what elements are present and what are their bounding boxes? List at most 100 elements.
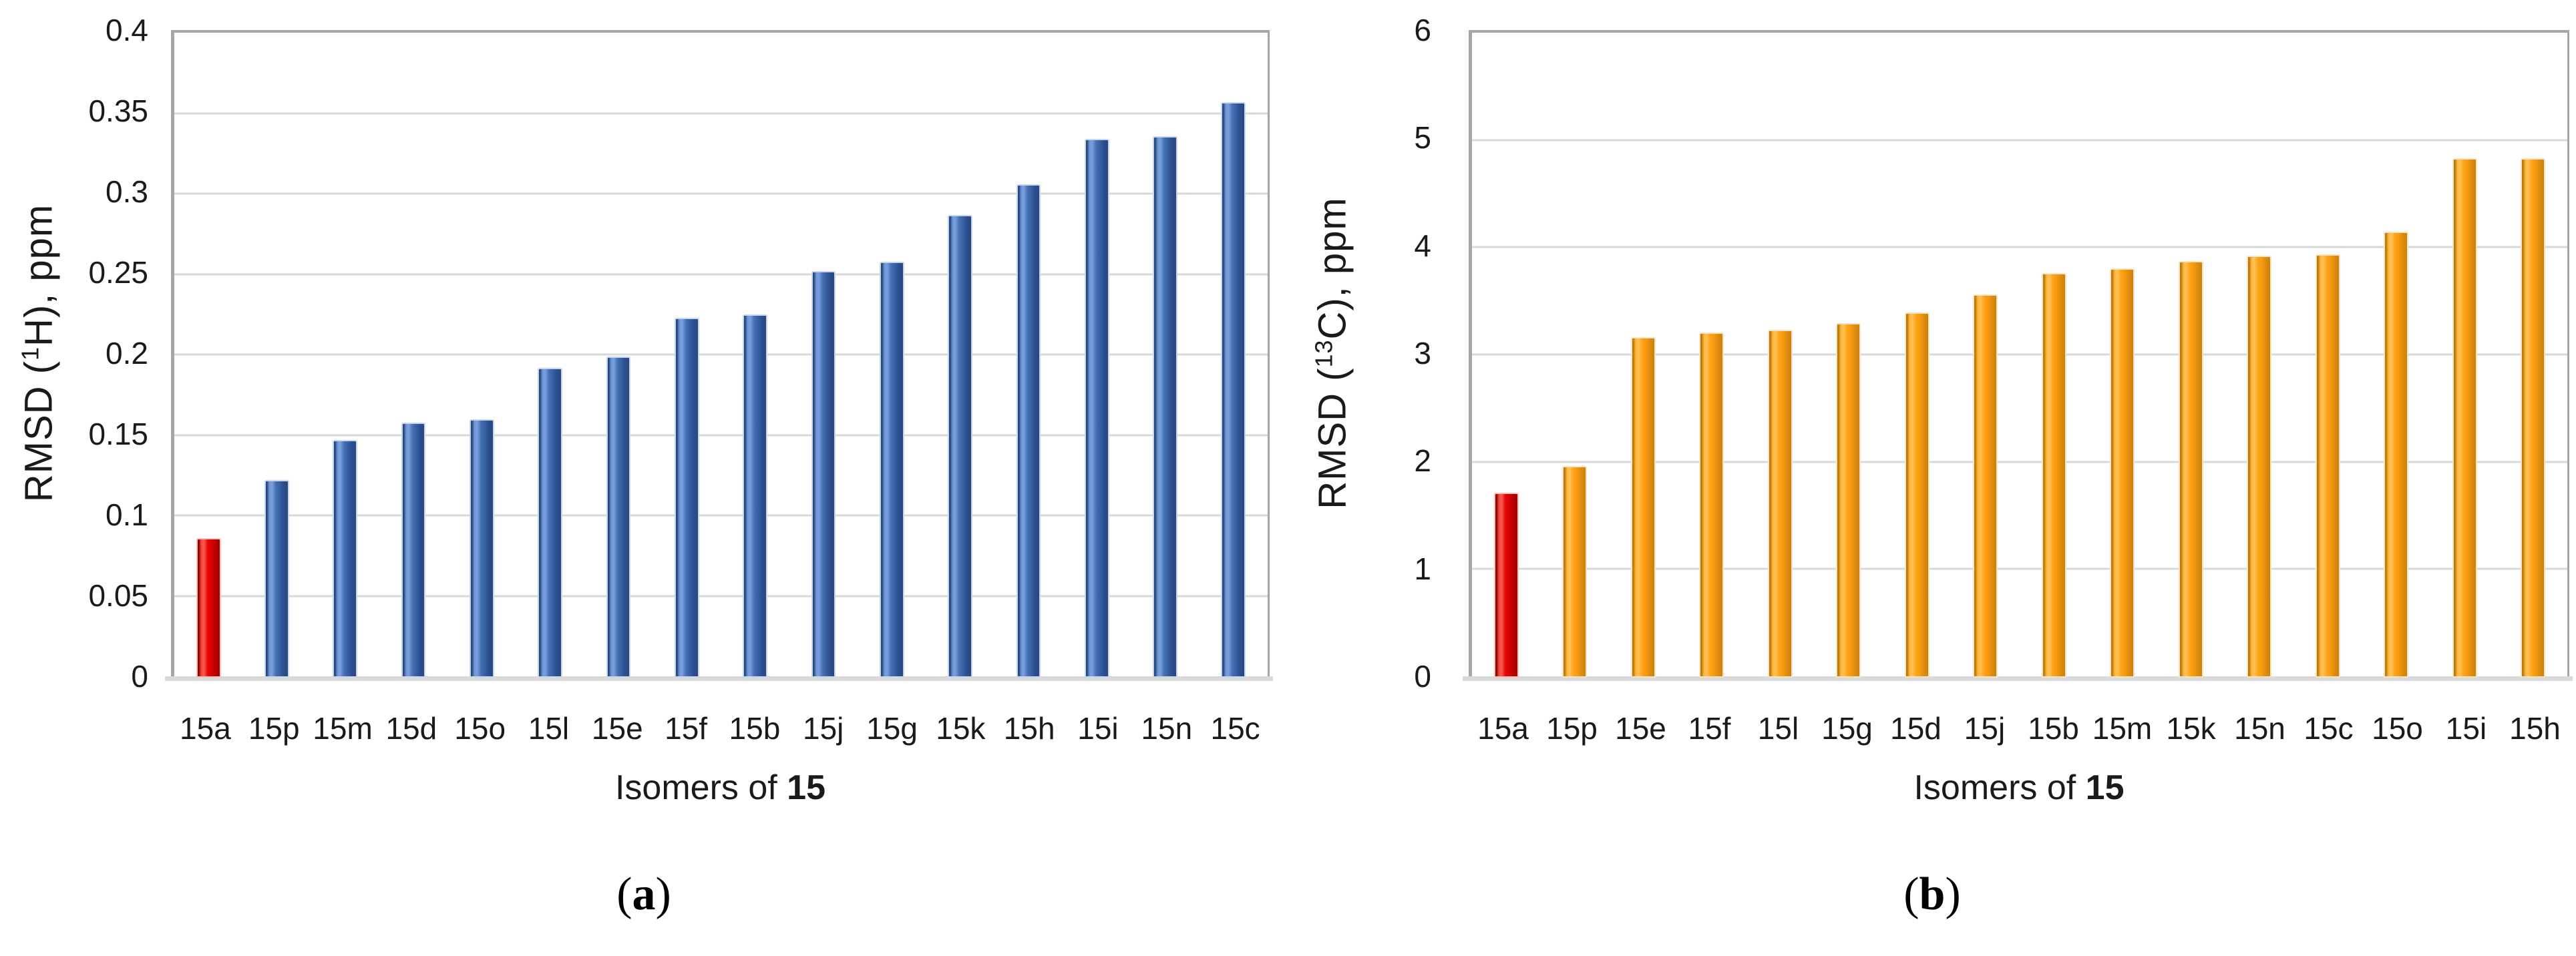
gridline-5 (1472, 139, 2567, 142)
bar-slot-15g (858, 33, 926, 676)
x-tick-label-15f: 15f (1688, 711, 1731, 746)
y-tick-label-5: 5 (1414, 120, 1431, 156)
bar-slot-15g (1815, 33, 1883, 676)
bar-15a (197, 539, 220, 676)
x-tick-label-15c: 15c (2304, 711, 2354, 746)
gridline-0.15 (174, 434, 1268, 436)
x-tick-label-15k: 15k (936, 711, 986, 746)
x-tick-label-15m: 15m (2092, 711, 2153, 746)
bar-slot-15c (2293, 33, 2362, 676)
bar-15j (812, 272, 835, 676)
x-tick-label-15p: 15p (1546, 711, 1598, 746)
chart-b-x-axis-line (1463, 676, 2573, 681)
bar-slot-15m (2088, 33, 2157, 676)
y-tick-label-0.2: 0.2 (106, 336, 148, 371)
x-tick-label-15k: 15k (2166, 711, 2216, 746)
x-tick-label-15a: 15a (180, 711, 231, 746)
caption-letter-a: a (632, 869, 656, 920)
chart-a-y-axis-ticks: 0 0.05 0.1 0.15 0.2 0.25 0.3 0.35 0.4 (36, 15, 160, 692)
gridline-0.05 (174, 595, 1268, 597)
bar-slot-15b (2020, 33, 2088, 676)
bar-slot-15c (1200, 33, 1268, 676)
bar-15m (2111, 270, 2134, 676)
y-tick-label-0: 0 (1414, 659, 1431, 694)
x-tick-label-15e: 15e (1615, 711, 1666, 746)
x-tick-label-15o: 15o (454, 711, 506, 746)
chart-a-plot-area (165, 30, 1273, 681)
bar-15b (744, 316, 767, 676)
x-tick-label-15d: 15d (385, 711, 437, 746)
bar-15k (949, 216, 971, 676)
bar-slot-15i (1063, 33, 1131, 676)
x-tick-label-15c: 15c (1210, 711, 1260, 746)
caption-b: (b) (1288, 868, 2576, 921)
gridline-2 (1472, 461, 2567, 463)
y-tick-label-2: 2 (1414, 443, 1431, 479)
bar-slot-15l (1746, 33, 1815, 676)
x-tick-label-15f: 15f (665, 711, 708, 746)
x-tick-label-15l: 15l (1757, 711, 1799, 746)
bar-slot-15f (1678, 33, 1746, 676)
caption-a: (a) (0, 868, 1288, 921)
x-tick-label-15i: 15i (2445, 711, 2487, 746)
x-tick-label-15h: 15h (1003, 711, 1055, 746)
gridline-3 (1472, 353, 2567, 356)
x-tick-label-15o: 15o (2372, 711, 2423, 746)
bar-15i (1085, 140, 1108, 676)
x-tick-label-15b: 15b (2028, 711, 2079, 746)
y-tick-label-6: 6 (1414, 13, 1431, 47)
bar-slot-15d (379, 33, 447, 676)
bar-slot-15k (2157, 33, 2225, 676)
bar-slot-15j (1952, 33, 2020, 676)
bar-slot-15f (653, 33, 721, 676)
bar-slot-15i (2430, 33, 2499, 676)
gridline-0.2 (174, 353, 1268, 356)
chart-b-x-axis-ticks: 15a 15p 15e 15f 15l 15g 15d 15j 15b 15m 15k 15n 15c 1… (1469, 709, 2569, 748)
bar-slot-15e (1609, 33, 1678, 676)
y-tick-label-0.3: 0.3 (106, 174, 148, 209)
x-tick-label-15j: 15j (803, 711, 844, 746)
x-tick-label-15g: 15g (1821, 711, 1873, 746)
bar-slot-15j (789, 33, 858, 676)
x-title-bold-compound: 15 (787, 768, 826, 807)
chart-b-x-axis-title: Isomers of 15 (1469, 768, 2569, 808)
bar-15e (1632, 338, 1654, 676)
bar-slot-15a (174, 33, 242, 676)
bar-slot-15p (1541, 33, 1610, 676)
y-tick-label-1: 1 (1414, 551, 1431, 586)
gridline-0.25 (174, 273, 1268, 275)
x-title-text: Isomers of (614, 768, 787, 807)
bar-15l (1769, 330, 1791, 676)
y-tick-label-0.15: 0.15 (88, 417, 148, 451)
chart-b-y-axis-ticks: 0 1 2 3 4 5 6 (1319, 15, 1443, 692)
bar-slot-15b (721, 33, 789, 676)
y-tick-label-0.05: 0.05 (88, 578, 148, 613)
y-tick-label-0.25: 0.25 (88, 255, 148, 290)
bar-slot-15n (2225, 33, 2294, 676)
bar-slot-15e (584, 33, 653, 676)
bar-slot-15l (516, 33, 584, 676)
chart-b-plot-area (1463, 30, 2573, 681)
gridline-0.35 (174, 112, 1268, 114)
panel-a: RMSD (1H), ppm 0 0.05 0.1 0.15 0.2 0.25 0.3 0.3… (0, 15, 1288, 921)
bar-15o (2385, 233, 2408, 676)
x-tick-label-15g: 15g (866, 711, 918, 746)
bar-slot-15p (242, 33, 311, 676)
bar-15i (2453, 159, 2476, 676)
bar-15f (1700, 334, 1723, 676)
bar-slot-15k (926, 33, 994, 676)
x-tick-label-15p: 15p (248, 711, 300, 746)
bar-15f (675, 318, 698, 676)
bar-slot-15a (1472, 33, 1541, 676)
x-tick-label-15h: 15h (2509, 711, 2561, 746)
bar-slot-15o (2362, 33, 2431, 676)
caption-paren: ) (1945, 869, 1961, 920)
y-tick-label-0.35: 0.35 (88, 93, 148, 128)
y-tick-label-0.4: 0.4 (106, 13, 148, 47)
chart-a-x-axis-line (165, 676, 1273, 681)
gridline-0.3 (174, 192, 1268, 195)
bar-slot-15n (1131, 33, 1199, 676)
caption-paren: ( (616, 869, 632, 920)
caption-paren: ( (1903, 869, 1919, 920)
bar-15j (1974, 295, 1997, 676)
